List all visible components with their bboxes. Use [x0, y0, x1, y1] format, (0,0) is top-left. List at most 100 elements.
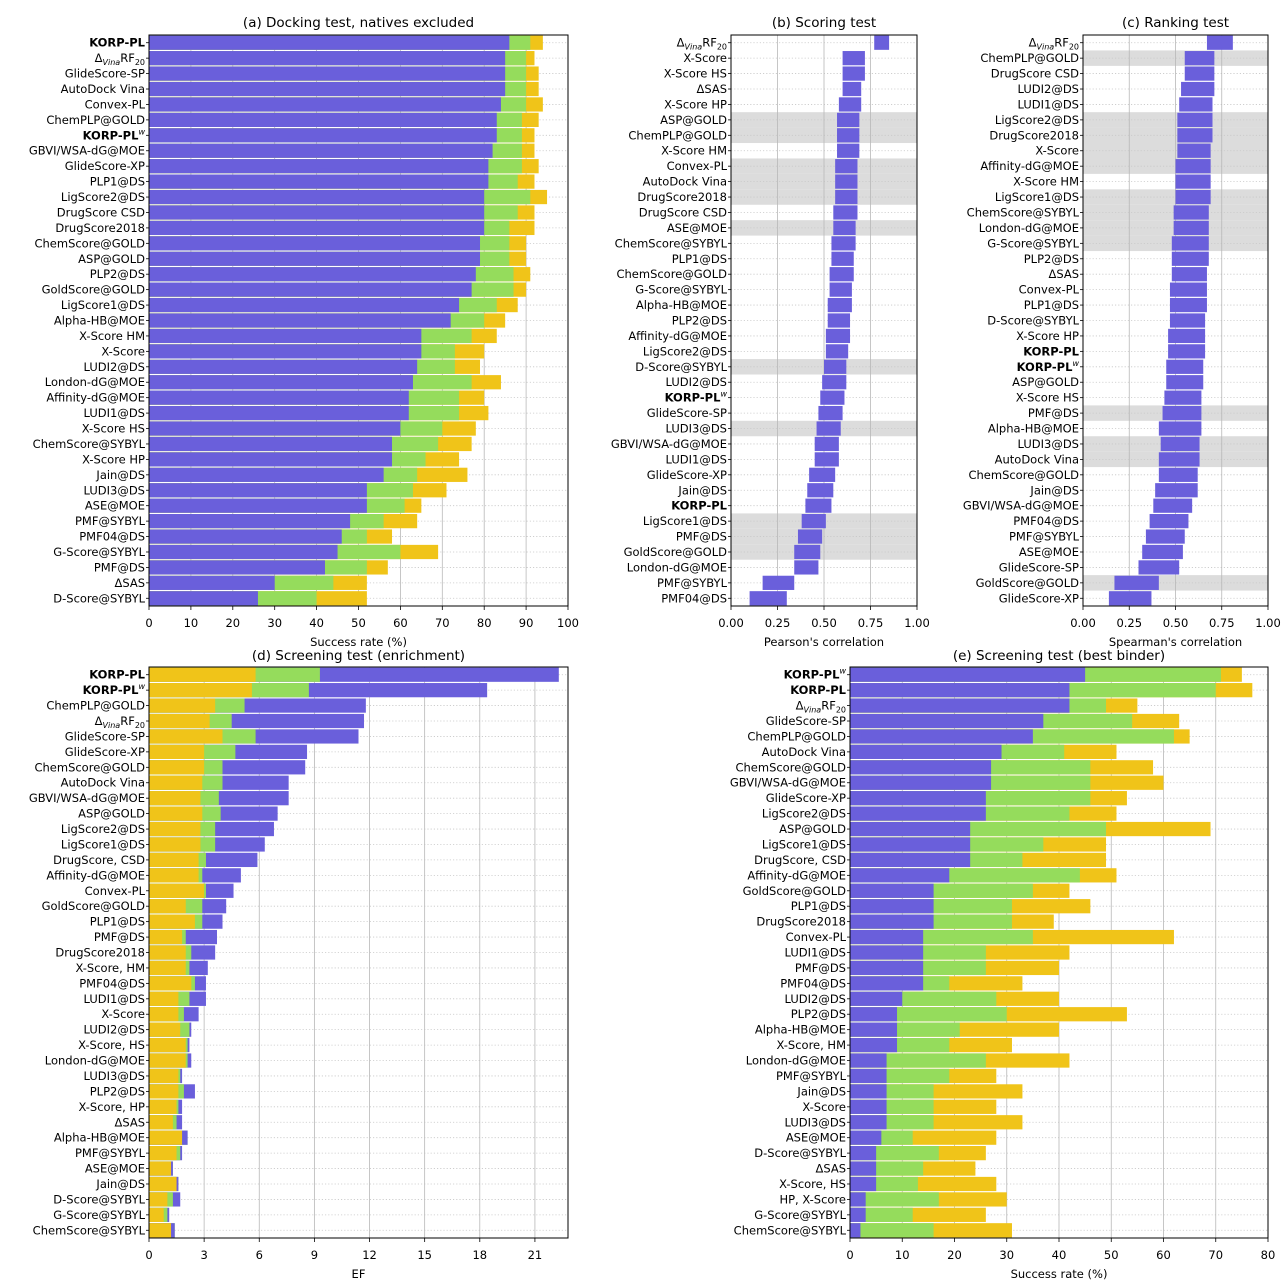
bar-blue-pmf-ds	[850, 960, 924, 976]
range-bar-jain-ds	[1155, 483, 1198, 498]
category-label: PMF@SYBYL	[75, 1146, 146, 1160]
bar-blue-g-score-sybyl	[850, 1207, 866, 1222]
bar-blue-ludi1-ds	[850, 945, 924, 960]
x-axis-label: Success rate (%)	[310, 635, 407, 649]
category-label: LUDI3@DS	[84, 1069, 145, 1083]
x-tick-label: 80	[1261, 1248, 1276, 1262]
category-label: LUDI1@DS	[785, 946, 846, 960]
category-label: KORP-PLw​	[784, 667, 847, 682]
category-label: PMF04@DS	[79, 976, 145, 990]
category-label: GlideScore-XP	[766, 791, 846, 805]
range-bar-ludi2-ds	[1181, 81, 1215, 97]
bar-yellow-chemplp-gold	[149, 698, 216, 713]
x-tick-label: 21	[528, 1248, 543, 1262]
category-label: ChemScore@GOLD	[616, 267, 727, 281]
category-label: KORP-PL	[89, 668, 145, 682]
x-tick-label: 70	[435, 616, 450, 630]
category-label: LigScore2@DS	[61, 822, 145, 836]
category-label: PMF04@DS	[780, 976, 846, 990]
category-label: HP, X-Score	[779, 1192, 846, 1206]
category-label: GlideScore-XP	[65, 159, 145, 173]
category-label: X-Score, HM	[75, 961, 145, 975]
bar-blue-london-dg-moe	[850, 1053, 887, 1068]
category-label: X-Score	[101, 1007, 145, 1021]
range-bar-delta-sas	[842, 81, 862, 97]
bar-yellow-ludi3-ds	[149, 1068, 179, 1084]
category-label: Alpha-HB@MOE	[54, 1131, 145, 1145]
bar-blue-drugscore-csd	[850, 852, 971, 868]
bar-blue-london-dg-moe	[149, 375, 413, 390]
category-label: Jain@DS	[95, 468, 145, 482]
range-bar-goldscore-gold	[1114, 575, 1159, 590]
range-bar-autodock-vina	[1158, 452, 1200, 467]
category-label: ChemScore@GOLD	[34, 236, 145, 250]
category-label: D-Score@SYBYL	[53, 591, 145, 605]
category-label: X-Score, HM	[776, 1038, 846, 1052]
x-tick-label: 9	[311, 1248, 318, 1262]
bar-yellow-x-score	[149, 1007, 179, 1022]
bar-blue-ludi2-ds	[850, 991, 903, 1006]
category-label: PLP2@DS	[672, 314, 727, 328]
range-bar-alpha-hb-moe	[827, 297, 852, 313]
category-label: ASP@GOLD	[1012, 375, 1079, 389]
category-label: LigScore2@DS	[643, 344, 727, 358]
bar-yellow-korp-plw	[149, 683, 252, 698]
bar-blue-x-score	[850, 1099, 887, 1114]
bar-blue-x-score-hm	[850, 1037, 898, 1053]
bar-blue-korp-pl	[850, 683, 1070, 698]
bar-yellow-autodock-vina	[149, 775, 203, 790]
bar-blue-ligscore1-ds	[850, 837, 971, 852]
category-label: London-dG@MOE	[746, 1054, 846, 1068]
x-tick-label: 50	[1104, 1248, 1119, 1262]
bar-blue-ase-moe	[850, 1130, 882, 1145]
range-bar-ligscore2-ds	[1177, 112, 1213, 127]
category-label: ΔVinaRF20​	[1029, 36, 1079, 52]
bar-blue-glidescore-sp	[149, 66, 506, 81]
category-label: ΔSAS	[1048, 267, 1079, 281]
category-label: X-Score, HS	[78, 1038, 145, 1052]
x-tick-label: 10	[184, 616, 199, 630]
category-label: GlideScore-SP	[65, 67, 145, 81]
bar-blue-ludi2-ds	[149, 359, 418, 374]
bar-blue-plp1-ds	[149, 174, 489, 189]
category-label: ASP@GOLD	[78, 252, 145, 266]
x-tick-label: 3	[200, 1248, 207, 1262]
x-tick-label: 20	[947, 1248, 962, 1262]
bar-blue-x-score-hm	[149, 328, 422, 344]
category-label: X-Score	[683, 51, 727, 65]
category-label: ChemPLP@GOLD	[980, 51, 1079, 65]
range-bar-plp1-ds	[1169, 297, 1207, 313]
category-label: Jain@DS	[95, 1177, 145, 1191]
bar-blue-x-score-hs	[850, 1176, 877, 1192]
bar-blue-glidescore-xp	[850, 791, 986, 806]
category-label: X-Score HS	[82, 422, 145, 436]
range-bar-chemplp-gold	[837, 128, 860, 143]
category-label: Affinity-dG@MOE	[46, 868, 145, 882]
category-label: LUDI1@DS	[1018, 97, 1079, 111]
bar-blue-pmf-sybyl	[149, 514, 351, 529]
category-label: AutoDock Vina	[61, 82, 145, 96]
bar-yellow-chemscore-sybyl	[149, 1223, 172, 1238]
category-label: DrugScore, CSD	[53, 853, 145, 867]
range-bar-drugscore2018	[1177, 128, 1213, 143]
category-label: LUDI2@DS	[84, 360, 145, 374]
range-bar-g-score-sybyl	[1171, 236, 1209, 251]
bar-yellow-x-score-hp	[149, 1099, 177, 1114]
x-tick-label: 60	[393, 616, 408, 630]
bar-blue-jain-ds	[850, 1084, 887, 1099]
category-label: ChemScore@SYBYL	[967, 205, 1080, 219]
bar-blue-ludi3-ds	[850, 1115, 887, 1130]
range-bar-drugscore-csd	[833, 205, 858, 220]
bar-blue-drugscore2018	[149, 220, 485, 236]
bar-yellow-alpha-hb-moe	[149, 1130, 183, 1145]
range-bar-x-score-hm	[1175, 174, 1211, 189]
category-label: ChemScore@GOLD	[735, 760, 846, 774]
bar-blue-jain-ds	[149, 467, 384, 482]
category-label: ChemPLP@GOLD	[46, 113, 145, 127]
range-bar-asp-gold	[1166, 375, 1204, 390]
bar-blue-delta-sas	[149, 575, 275, 590]
category-label: GoldScore@GOLD	[976, 576, 1080, 590]
range-bar-ase-moe	[1142, 544, 1183, 560]
category-label: KORP-PLw​	[83, 127, 146, 142]
